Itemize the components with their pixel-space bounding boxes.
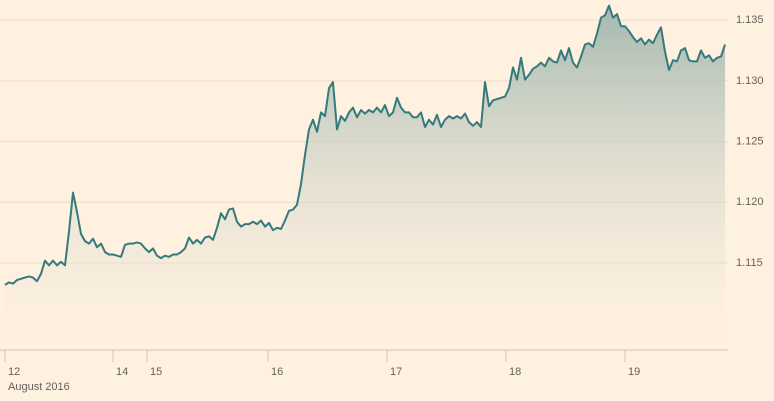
x-tick-label: 19	[628, 366, 640, 378]
x-axis-label: August 2016	[8, 381, 70, 393]
x-tick-label: 14	[116, 366, 128, 378]
y-tick-label: 1.120	[736, 196, 764, 208]
x-tick-label: 18	[509, 366, 521, 378]
x-tick-label: 17	[390, 366, 402, 378]
x-tick-label: 16	[271, 366, 283, 378]
x-tick-label: 12	[8, 366, 20, 378]
y-tick-label: 1.115	[736, 257, 763, 269]
area	[5, 5, 725, 348]
line	[4, 4, 726, 286]
y-tick-label: 1.125	[736, 135, 764, 147]
y-tick-label: 1.130	[736, 75, 764, 87]
y-tick-label: 1.135	[736, 14, 764, 26]
x-tick-label: 15	[150, 366, 162, 378]
